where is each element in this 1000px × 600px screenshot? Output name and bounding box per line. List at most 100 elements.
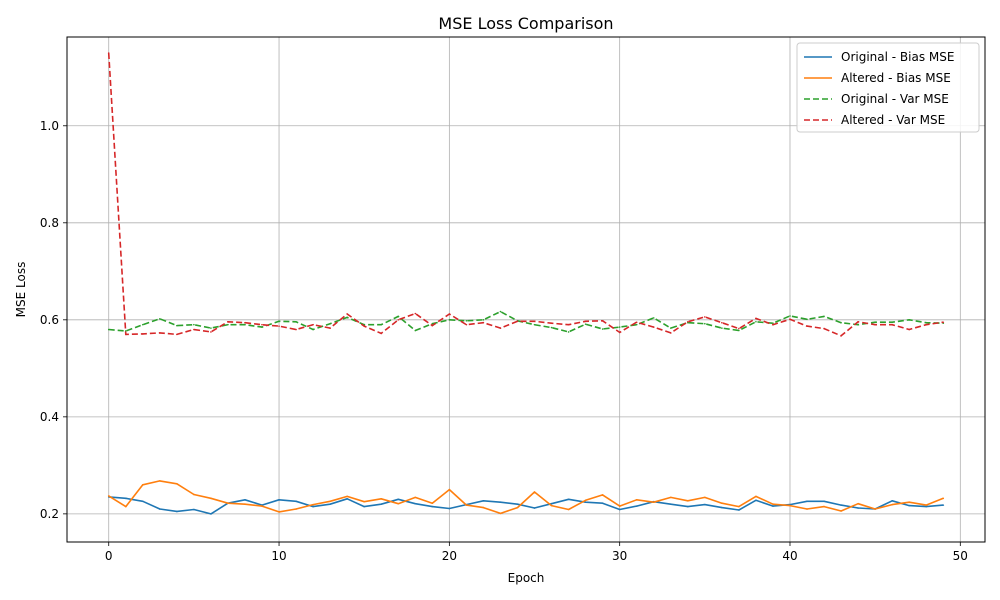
data-point-original-var-mse: [584, 323, 587, 325]
data-point-original-var-mse: [380, 323, 383, 326]
data-point-altered-bias-mse: [840, 510, 842, 512]
data-point-altered-bias-mse: [397, 502, 400, 505]
data-point-altered-var-mse: [244, 321, 246, 324]
data-point-original-var-mse: [823, 315, 825, 318]
y-tick-label: 0.6: [40, 313, 59, 327]
data-point-altered-var-mse: [227, 320, 229, 323]
data-point-original-bias-mse: [431, 505, 434, 508]
data-point-altered-var-mse: [193, 328, 195, 331]
data-point-altered-var-mse: [329, 327, 331, 329]
data-point-altered-bias-mse: [516, 506, 519, 509]
legend-label: Altered - Bias MSE: [841, 71, 951, 85]
data-point-altered-bias-mse: [193, 493, 195, 496]
data-point-altered-bias-mse: [244, 503, 246, 505]
data-point-original-bias-mse: [141, 500, 144, 503]
y-axis-label: MSE Loss: [14, 262, 28, 318]
data-point-altered-var-mse: [652, 326, 655, 328]
data-point-altered-var-mse: [823, 327, 825, 330]
data-point-altered-bias-mse: [908, 501, 911, 504]
data-point-altered-bias-mse: [704, 496, 706, 499]
data-point-altered-var-mse: [908, 328, 911, 331]
data-point-altered-var-mse: [874, 323, 876, 326]
data-point-altered-var-mse: [840, 335, 842, 337]
legend-label: Altered - Var MSE: [841, 113, 945, 127]
data-point-altered-bias-mse: [414, 496, 417, 499]
data-point-original-bias-mse: [772, 505, 774, 507]
x-axis-label: Epoch: [508, 571, 545, 585]
data-point-original-var-mse: [772, 322, 774, 325]
data-point-original-var-mse: [499, 310, 502, 313]
data-point-original-bias-mse: [550, 502, 553, 505]
data-point-original-bias-mse: [448, 507, 451, 510]
data-point-altered-bias-mse: [567, 508, 570, 511]
data-point-altered-var-mse: [397, 319, 400, 321]
data-point-altered-bias-mse: [652, 501, 655, 504]
data-point-original-var-mse: [789, 315, 791, 317]
data-point-original-var-mse: [210, 327, 212, 329]
data-point-original-var-mse: [124, 330, 127, 332]
legend-box: [796, 42, 980, 133]
data-point-altered-bias-mse: [431, 502, 434, 504]
data-point-altered-var-mse: [567, 323, 570, 326]
data-point-altered-bias-mse: [891, 503, 893, 506]
data-point-altered-bias-mse: [210, 497, 212, 500]
data-point-original-bias-mse: [840, 504, 842, 506]
data-point-original-bias-mse: [806, 500, 808, 503]
data-point-altered-bias-mse: [721, 502, 723, 504]
data-point-altered-var-mse: [772, 323, 774, 326]
data-point-altered-bias-mse: [227, 502, 229, 504]
data-point-altered-bias-mse: [124, 505, 127, 508]
data-point-altered-bias-mse: [363, 500, 366, 503]
data-point-original-var-mse: [755, 320, 757, 323]
data-point-altered-bias-mse: [755, 495, 757, 498]
legend-label: Original - Bias MSE: [841, 50, 954, 64]
data-point-original-bias-mse: [721, 506, 723, 509]
data-point-original-var-mse: [652, 317, 655, 319]
data-point-original-var-mse: [721, 327, 723, 329]
data-point-original-var-mse: [346, 316, 348, 319]
data-point-altered-bias-mse: [550, 504, 553, 507]
data-point-original-bias-mse: [295, 500, 297, 503]
data-point-altered-var-mse: [721, 321, 723, 324]
data-point-original-bias-mse: [925, 505, 928, 508]
plot-frame: [66, 36, 986, 543]
x-tick-label: 0: [105, 549, 113, 563]
data-point-original-var-mse: [278, 320, 280, 323]
data-point-original-bias-mse: [516, 503, 519, 505]
data-point-altered-bias-mse: [499, 512, 502, 515]
data-point-original-bias-mse: [363, 505, 366, 508]
data-point-original-bias-mse: [891, 499, 893, 502]
data-point-original-bias-mse: [329, 503, 331, 505]
data-point-altered-var-mse: [482, 321, 485, 324]
data-point-altered-bias-mse: [618, 505, 621, 507]
data-point-altered-bias-mse: [806, 508, 808, 510]
data-point-altered-bias-mse: [533, 491, 536, 493]
data-point-altered-var-mse: [380, 332, 383, 335]
data-point-original-var-mse: [738, 329, 740, 332]
chart-title: MSE Loss Comparison: [438, 14, 613, 33]
data-point-altered-var-mse: [635, 321, 638, 324]
data-point-original-var-mse: [107, 328, 110, 331]
data-point-original-bias-mse: [686, 505, 689, 508]
data-point-original-bias-mse: [380, 503, 383, 505]
data-point-original-var-mse: [295, 320, 297, 323]
data-point-altered-bias-mse: [857, 502, 859, 505]
data-point-altered-var-mse: [210, 331, 212, 333]
data-point-original-var-mse: [704, 322, 706, 325]
data-point-altered-var-mse: [141, 333, 144, 335]
data-point-original-var-mse: [227, 323, 229, 326]
data-point-altered-bias-mse: [874, 508, 876, 510]
data-point-original-var-mse: [635, 323, 638, 326]
data-point-altered-var-mse: [857, 320, 859, 323]
data-point-original-var-mse: [465, 319, 468, 322]
data-point-altered-var-mse: [550, 322, 553, 325]
data-point-altered-var-mse: [278, 325, 280, 327]
data-point-altered-bias-mse: [789, 504, 791, 507]
data-point-original-bias-mse: [210, 513, 212, 515]
data-point-original-bias-mse: [244, 498, 246, 501]
data-point-original-bias-mse: [193, 508, 195, 511]
data-point-altered-var-mse: [312, 323, 314, 326]
data-point-original-var-mse: [414, 329, 417, 332]
data-point-altered-bias-mse: [380, 498, 383, 500]
data-point-altered-var-mse: [516, 320, 519, 323]
